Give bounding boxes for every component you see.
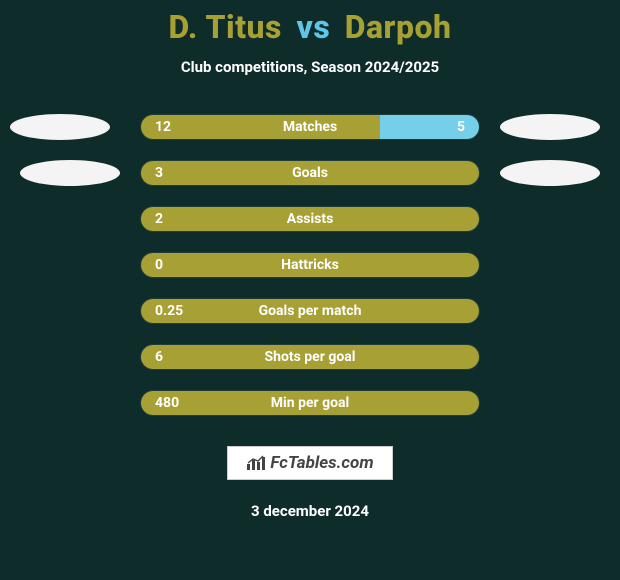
stat-bar: 3Goals [140,160,480,186]
stat-bar-text: 2Assists [141,207,479,231]
page-title: D. Titus vs Darpoh [169,8,452,46]
stat-value-right: 5 [435,119,465,135]
stat-value-left: 2 [155,211,185,227]
comparison-row: 480Min per goal [0,390,620,416]
comparison-row: 12Matches5 [0,114,620,140]
comparison-row: 2Assists [0,206,620,232]
avatar-placeholder-left [20,160,120,186]
date-text: 3 december 2024 [251,502,369,520]
avatar-placeholder-left [10,114,110,140]
title-player1: D. Titus [169,8,282,46]
comparison-infographic: D. Titus vs Darpoh Club competitions, Se… [0,0,620,580]
stat-value-left: 0.25 [155,303,185,319]
stat-bar: 6Shots per goal [140,344,480,370]
title-vs: vs [296,8,330,46]
stat-value-left: 6 [155,349,185,365]
stat-bar-text: 480Min per goal [141,391,479,415]
avatar-placeholder-right [500,160,600,186]
stat-value-left: 480 [155,395,185,411]
stat-label: Goals per match [185,303,435,319]
stat-bar: 2Assists [140,206,480,232]
bar-chart-icon [246,455,266,471]
stat-label: Shots per goal [185,349,435,365]
comparison-row: 6Shots per goal [0,344,620,370]
stat-label: Hattricks [185,257,435,273]
stat-bar: 12Matches5 [140,114,480,140]
watermark-text: FcTables.com [270,453,373,473]
title-player2: Darpoh [345,8,452,46]
stat-bar-text: 3Goals [141,161,479,185]
stat-bar-text: 6Shots per goal [141,345,479,369]
stat-value-left: 12 [155,119,185,135]
comparison-row: 0Hattricks [0,252,620,278]
stat-value-left: 3 [155,165,185,181]
avatar-placeholder-right [500,114,600,140]
stat-label: Min per goal [185,395,435,411]
comparison-rows: 12Matches53Goals2Assists0Hattricks0.25Go… [0,114,620,416]
subtitle: Club competitions, Season 2024/2025 [181,58,439,76]
comparison-row: 0.25Goals per match [0,298,620,324]
stat-bar-text: 0.25Goals per match [141,299,479,323]
stat-label: Assists [185,211,435,227]
stat-bar-text: 0Hattricks [141,253,479,277]
comparison-row: 3Goals [0,160,620,186]
stat-bar: 480Min per goal [140,390,480,416]
stat-label: Matches [185,119,435,135]
stat-label: Goals [185,165,435,181]
watermark: FcTables.com [227,446,392,480]
stat-bar: 0Hattricks [140,252,480,278]
stat-bar: 0.25Goals per match [140,298,480,324]
stat-value-left: 0 [155,257,185,273]
stat-bar-text: 12Matches5 [141,115,479,139]
